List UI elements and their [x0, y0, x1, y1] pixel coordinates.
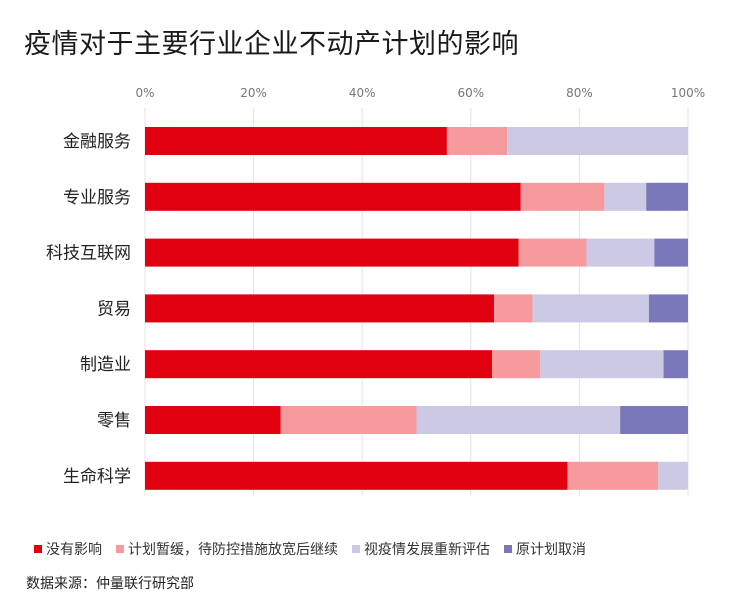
category-label: 专业服务: [63, 188, 131, 208]
x-tick-label: 20%: [240, 86, 267, 100]
chart-legend: 没有影响 计划暂缓，待防控措施放宽后继续 视疫情发展重新评估 原计划取消: [34, 539, 600, 559]
bar-segment-3: [604, 182, 647, 211]
legend-swatch: [504, 545, 512, 553]
bar-segment-2: [491, 350, 541, 379]
chart-title: 疫情对于主要行业企业不动产计划的影响: [24, 29, 519, 60]
legend-label: 视疫情发展重新评估: [364, 542, 490, 558]
bar-segment-2: [518, 238, 587, 267]
x-tick-label: 80%: [566, 86, 593, 100]
category-label: 贸易: [97, 299, 131, 319]
bar-segment-1: [145, 294, 495, 323]
category-label: 制造业: [80, 355, 131, 375]
bar-segment-2: [520, 182, 605, 211]
x-tick-label: 0%: [135, 86, 154, 100]
bar-segment-1: [145, 182, 521, 211]
bar-segment-3: [540, 350, 664, 379]
bar-segment-1: [145, 461, 568, 490]
legend-swatch: [116, 545, 124, 553]
legend-label: 计划暂缓，待防控措施放宽后继续: [128, 542, 338, 558]
bar-segment-4: [648, 294, 688, 323]
bar-segment-1: [145, 350, 492, 379]
x-tick-label: 60%: [457, 86, 484, 100]
bar-segment-3: [416, 406, 621, 434]
legend-swatch: [352, 545, 360, 553]
bar-segment-2: [567, 461, 659, 490]
legend-item: 没有影响: [34, 539, 102, 559]
category-label: 科技互联网: [46, 244, 131, 264]
bars: [145, 127, 688, 490]
bar-segment-3: [532, 294, 649, 323]
x-tick-label: 40%: [349, 86, 376, 100]
x-tick-label: 100%: [671, 86, 705, 100]
legend-item: 计划暂缓，待防控措施放宽后继续: [116, 539, 338, 559]
bar-segment-2: [280, 406, 417, 434]
bar-segment-2: [446, 127, 508, 155]
legend-swatch: [34, 545, 42, 553]
bar-segment-1: [145, 127, 447, 155]
category-label: 生命科学: [63, 467, 131, 487]
bar-segment-3: [658, 461, 688, 490]
bar-segment-3: [507, 127, 688, 155]
data-source-note: 数据来源：仲量联行研究部: [26, 576, 194, 592]
category-label: 零售: [97, 411, 131, 431]
category-label: 金融服务: [63, 132, 131, 152]
bar-segment-4: [663, 350, 688, 379]
bar-segment-1: [145, 406, 281, 434]
bar-segment-2: [494, 294, 533, 323]
legend-label: 原计划取消: [516, 542, 586, 558]
bar-segment-4: [646, 182, 688, 211]
bar-segment-4: [620, 406, 688, 434]
bar-segment-3: [586, 238, 655, 267]
legend-label: 没有影响: [46, 542, 102, 558]
legend-item: 原计划取消: [504, 539, 586, 559]
x-axis-ticks: 0% 20% 40% 60% 80% 100%: [135, 86, 705, 100]
legend-item: 视疫情发展重新评估: [352, 539, 490, 559]
bar-segment-4: [654, 238, 688, 267]
bar-segment-1: [145, 238, 519, 267]
